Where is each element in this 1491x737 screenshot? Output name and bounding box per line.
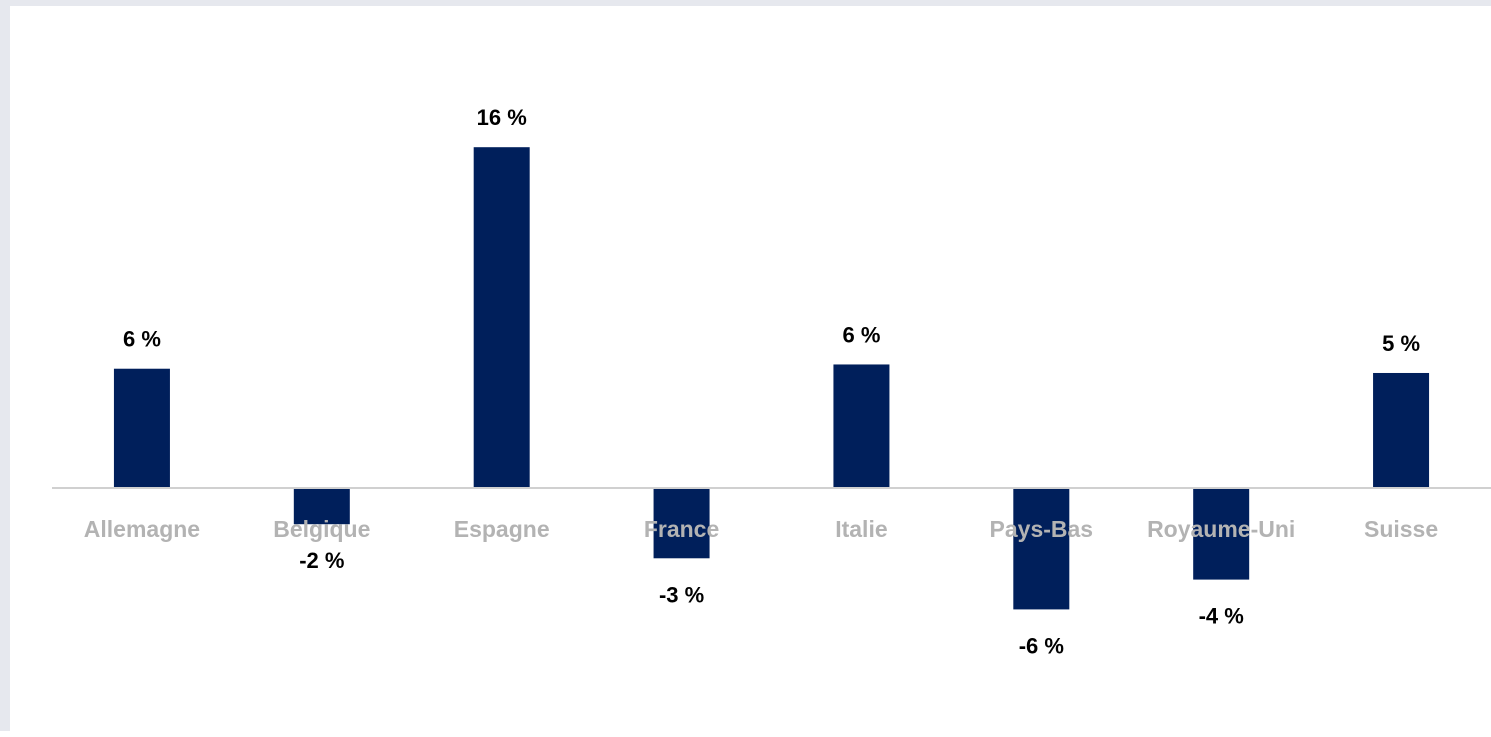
data-label: 16 % [477,105,527,130]
category-label: Royaume-Uni [1147,516,1295,542]
category-label: Espagne [454,516,550,542]
bar-pays-bas [1013,488,1070,610]
data-label: -4 % [1199,604,1244,629]
bar-suisse [1373,372,1430,488]
data-label: -2 % [299,548,344,573]
data-label: 6 % [123,327,161,352]
data-label: 5 % [1382,331,1420,356]
category-label: Suisse [1364,516,1438,542]
category-label: Pays-Bas [990,516,1094,542]
bar-chart: Allemagne Belgique Espagne France Italie Pays… [52,105,1491,658]
category-label: France [644,516,719,542]
bar-allemagne [113,368,170,488]
category-label: Italie [835,516,887,542]
bar-belgique [293,488,350,525]
data-label: -6 % [1019,633,1064,658]
bar-espagne [473,147,530,488]
bar-italie [833,364,890,488]
bar-royaume-uni [1193,488,1250,580]
category-label: Belgique [273,516,370,542]
data-label: -3 % [659,582,704,607]
bar-france [653,488,710,559]
category-label: Allemagne [84,516,200,542]
data-label: 6 % [842,322,880,347]
